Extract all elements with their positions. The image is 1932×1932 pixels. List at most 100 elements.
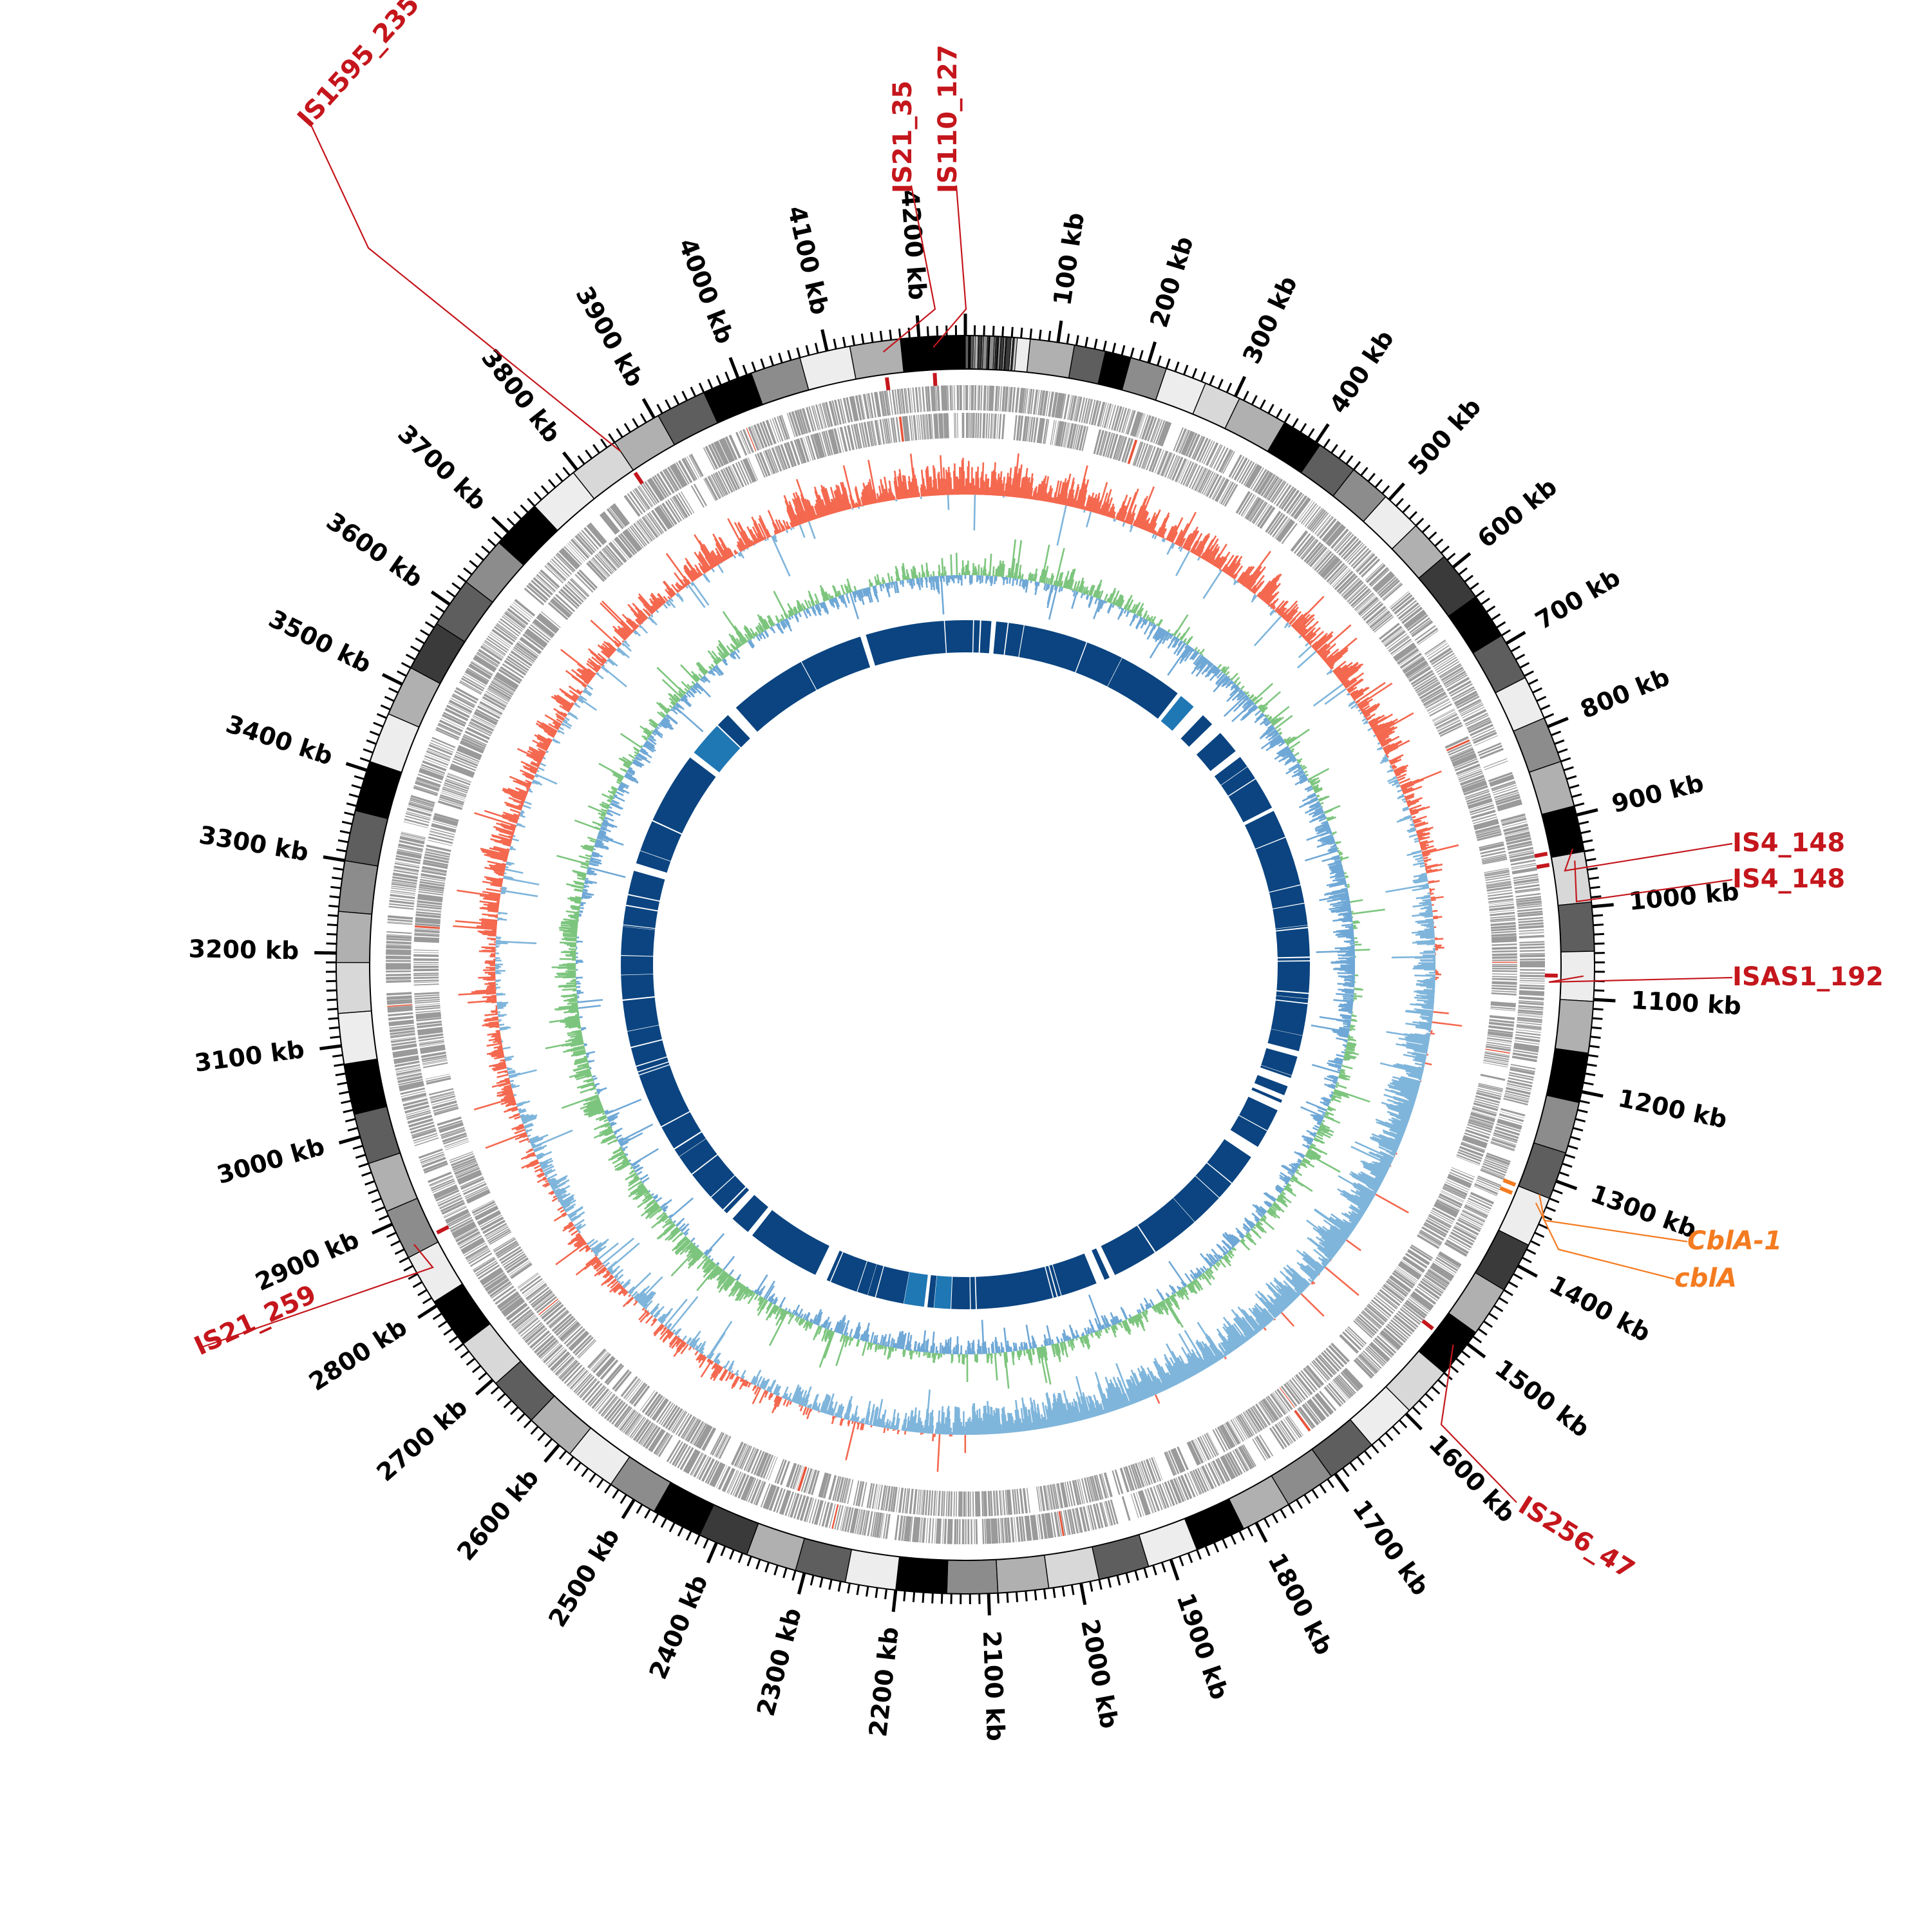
wiggle-bar [1065, 580, 1069, 589]
wiggle-bar [592, 1077, 598, 1081]
wiggle-bar [933, 571, 935, 577]
wiggle-bar [1217, 663, 1222, 669]
wiggle-bar [614, 795, 625, 802]
wiggle-bar [1345, 1040, 1348, 1043]
wiggle-bar [636, 1171, 643, 1176]
wiggle-bar [1295, 1162, 1300, 1166]
wiggle-bar [1075, 591, 1079, 596]
wiggle-bar [1287, 1171, 1294, 1177]
wiggle-bar [1312, 1126, 1319, 1132]
wiggle-bar [1276, 1198, 1280, 1203]
wiggle-bar [1274, 611, 1276, 613]
wiggle-bar [1177, 1291, 1184, 1300]
wiggle-bar [1060, 1338, 1063, 1343]
wiggle-bar [1323, 1077, 1338, 1083]
wiggle-bar [1182, 641, 1184, 643]
wiggle-bar [1048, 585, 1058, 620]
wiggle-bar [1073, 581, 1077, 591]
wiggle-bar [1071, 588, 1074, 591]
wiggle-bar [665, 1212, 667, 1215]
wiggle-bar [1015, 540, 1023, 579]
wiggle-bar [1253, 706, 1258, 712]
wiggle-bar [1209, 1266, 1211, 1269]
wiggle-bar [655, 728, 658, 731]
arc-segment [826, 1250, 843, 1282]
wiggle-bar [566, 982, 576, 985]
wiggle-bar [1285, 1186, 1293, 1192]
arc-segment [732, 1195, 768, 1233]
wiggle-bar [1281, 1191, 1286, 1195]
wiggle-bar [1403, 800, 1406, 803]
wiggle-bar [1335, 1085, 1338, 1088]
wiggle-bar [1271, 1205, 1278, 1211]
wiggle-bar [1265, 721, 1271, 727]
wiggle-bar [922, 1330, 927, 1352]
wiggle-bar [1050, 575, 1055, 585]
arc-segment [1138, 1198, 1195, 1252]
wiggle-bar [884, 1341, 887, 1347]
wiggle-bar [1352, 920, 1359, 923]
wiggle-bar [1213, 1264, 1218, 1271]
wiggle-bar [1215, 1262, 1220, 1267]
wiggle-bar [1339, 853, 1343, 856]
wiggle-bar [1298, 774, 1307, 780]
wiggle-bar [1019, 575, 1022, 580]
wiggle-bar [1331, 856, 1340, 860]
wiggle-bar [1341, 1065, 1353, 1070]
arc-segment [1214, 757, 1247, 785]
wiggle-bar [1043, 1340, 1046, 1347]
wiggle-bar [1085, 511, 1092, 528]
wiggle-bar [1197, 556, 1201, 561]
wiggle-bar [1196, 1273, 1200, 1277]
wiggle-bar [580, 865, 589, 869]
wiggle-bar [981, 575, 983, 583]
wiggle-bar [992, 566, 995, 576]
wiggle-bar [1321, 1122, 1324, 1125]
wiggle-bar [619, 1146, 622, 1150]
wiggle-bar [849, 1329, 853, 1338]
wiggle-bar [1099, 590, 1104, 600]
wiggle-bar [1128, 1314, 1132, 1318]
arc-segment [980, 620, 992, 654]
arc-segment [976, 1267, 1053, 1309]
wiggle-bar [1202, 1265, 1208, 1271]
wiggle-bar [1151, 616, 1157, 623]
wiggle-bar [986, 1354, 989, 1363]
wiggle-bar [1340, 1069, 1344, 1072]
wiggle-bar [1300, 1155, 1305, 1159]
wiggle-bar [1343, 1025, 1350, 1028]
wiggle-bar [1309, 1146, 1312, 1150]
arc-segment [875, 1266, 909, 1304]
wiggle-bar [1419, 992, 1435, 996]
wiggle-bar [1331, 1091, 1334, 1094]
wiggle-bar [1018, 1346, 1021, 1351]
arc-segment [1275, 925, 1308, 931]
wiggle-bar [1417, 859, 1424, 863]
wiggle-bar [1289, 741, 1301, 750]
wiggle-bar [820, 1324, 823, 1327]
wiggle-bar [621, 1146, 629, 1151]
wiggle-bar [1047, 584, 1050, 589]
wiggle-bar [574, 1014, 580, 1016]
wiggle-bar [1023, 580, 1027, 590]
wiggle-bar [1221, 666, 1227, 672]
wiggle-bar [1254, 1216, 1260, 1222]
wiggle-bar [1104, 593, 1108, 601]
wiggle-bar [1002, 564, 1005, 577]
wiggle-bar [582, 891, 588, 894]
wiggle-bar [1223, 670, 1227, 674]
wiggle-bar [1173, 641, 1184, 655]
arc-segment [621, 956, 654, 975]
wiggle-bar [1059, 582, 1062, 587]
wiggle-bar [868, 587, 871, 591]
wiggle-bar [1208, 1253, 1217, 1264]
wiggle-bar [1340, 856, 1349, 860]
wiggle-bar [1320, 802, 1324, 805]
wiggle-bar [911, 569, 914, 579]
wiggle-bar [693, 1242, 696, 1245]
wiggle-bar [1037, 582, 1040, 587]
arc-segment [1269, 885, 1305, 909]
wiggle-bar [1344, 884, 1347, 886]
arc-segment [801, 636, 871, 690]
wiggle-bar [1304, 805, 1322, 814]
